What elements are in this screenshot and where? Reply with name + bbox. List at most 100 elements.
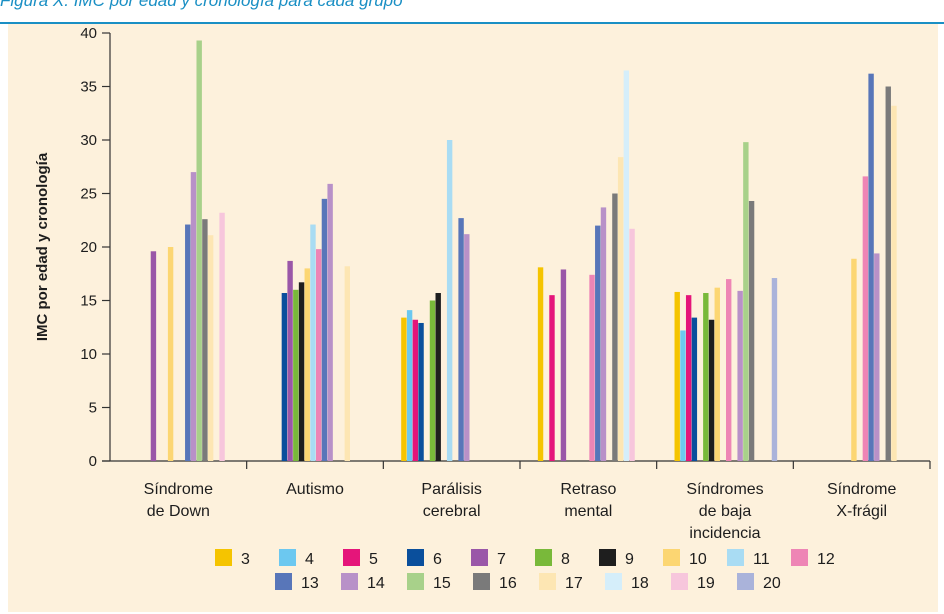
legend-swatch-11 xyxy=(727,549,744,566)
legend-swatch-3 xyxy=(215,549,232,566)
bar-14-cat-0 xyxy=(190,172,197,461)
bar-13-cat-3 xyxy=(595,225,601,461)
bar-19-cat-0 xyxy=(219,212,225,461)
bar-15-cat-0 xyxy=(196,40,202,462)
bar-18-cat-3 xyxy=(623,70,630,461)
legend-label-7: 7 xyxy=(497,551,506,568)
bar-4-cat-4 xyxy=(680,330,686,461)
bar-19-cat-3 xyxy=(629,228,635,461)
legend-label-12: 12 xyxy=(817,551,835,568)
bar-8-cat-2 xyxy=(429,300,436,461)
x-category-label: Síndrome de Down xyxy=(144,481,213,520)
legend-label-6: 6 xyxy=(433,551,442,568)
y-tick-label: 35 xyxy=(80,79,97,96)
bar-14-cat-2 xyxy=(464,234,470,461)
legend-label-13: 13 xyxy=(301,575,319,592)
bar-10-cat-5 xyxy=(851,258,857,461)
y-tick-label: 20 xyxy=(80,239,97,256)
legend-label-10: 10 xyxy=(689,551,707,568)
legend: 3 4 5 6 7 8 9 10 11 12 13 14 15 16 17 18 19 20 xyxy=(215,549,835,592)
bar-3-cat-3 xyxy=(537,267,544,461)
legend-label-19: 19 xyxy=(697,575,715,592)
legend-swatch-12 xyxy=(791,549,808,566)
bar-3-cat-4 xyxy=(674,291,680,461)
legend-label-15: 15 xyxy=(433,575,451,592)
legend-label-16: 16 xyxy=(499,575,517,592)
bar-13-cat-5 xyxy=(868,73,874,461)
legend-swatch-19 xyxy=(671,573,688,590)
bar-16-cat-4 xyxy=(748,200,755,462)
bar-6-cat-4 xyxy=(691,317,698,461)
bar-17-cat-0 xyxy=(207,235,214,461)
bar-14-cat-5 xyxy=(874,253,880,461)
bar-3-cat-2 xyxy=(401,317,407,461)
bar-12-cat-3 xyxy=(589,274,595,461)
legend-label-8: 8 xyxy=(561,551,570,568)
bar-11-cat-2 xyxy=(446,140,453,461)
legend-swatch-6 xyxy=(407,549,424,566)
legend-label-4: 4 xyxy=(305,551,314,568)
bar-8-cat-4 xyxy=(703,293,709,461)
bar-5-cat-3 xyxy=(549,295,555,461)
bar-5-cat-4 xyxy=(685,295,692,461)
chart-panel xyxy=(8,24,938,612)
bar-6-cat-2 xyxy=(418,322,424,461)
bar-16-cat-0 xyxy=(202,219,208,461)
legend-swatch-5 xyxy=(343,549,360,566)
bar-8-cat-1 xyxy=(293,289,299,461)
bar-10-cat-1 xyxy=(304,268,310,461)
y-tick-label: 5 xyxy=(89,400,97,417)
legend-label-3: 3 xyxy=(241,551,250,568)
bar-10-cat-4 xyxy=(714,287,720,461)
caption-rule xyxy=(0,22,944,24)
bar-14-cat-4 xyxy=(737,290,743,461)
bar-10-cat-0 xyxy=(167,247,174,461)
legend-swatch-4 xyxy=(279,549,296,566)
legend-swatch-17 xyxy=(539,573,556,590)
bar-9-cat-1 xyxy=(298,282,305,461)
legend-swatch-16 xyxy=(473,573,490,590)
y-axis-label-group: IMC por edad y cronología xyxy=(34,152,51,341)
legend-swatch-13 xyxy=(275,573,292,590)
bar-15-cat-4 xyxy=(743,142,749,461)
bar-17-cat-1 xyxy=(344,266,350,461)
bar-9-cat-2 xyxy=(435,293,441,461)
bars xyxy=(150,40,897,462)
bar-7-cat-3 xyxy=(560,269,567,461)
x-category-label: Síndrome X-frágil xyxy=(827,481,896,520)
legend-swatch-7 xyxy=(471,549,488,566)
legend-swatch-8 xyxy=(535,549,552,566)
bar-7-cat-1 xyxy=(287,260,293,461)
bar-9-cat-4 xyxy=(708,319,715,461)
bar-14-cat-3 xyxy=(600,207,607,461)
bar-17-cat-3 xyxy=(617,157,624,461)
bar-16-cat-5 xyxy=(885,86,891,461)
bar-12-cat-4 xyxy=(726,279,732,461)
bar-12-cat-1 xyxy=(316,249,322,461)
bar-7-cat-0 xyxy=(150,251,157,461)
legend-label-5: 5 xyxy=(369,551,378,568)
legend-swatch-15 xyxy=(407,573,424,590)
y-tick-label: 40 xyxy=(80,25,97,42)
legend-label-11: 11 xyxy=(753,551,770,568)
bar-6-cat-1 xyxy=(281,293,288,461)
figure-caption: Figura X. IMC por edad y cronología para… xyxy=(0,0,403,10)
bar-5-cat-2 xyxy=(412,319,419,461)
bar-13-cat-0 xyxy=(185,224,191,461)
bar-13-cat-2 xyxy=(458,218,464,461)
x-category-label: Síndromes de baja incidencia xyxy=(686,481,763,542)
legend-label-9: 9 xyxy=(625,551,634,568)
y-axis-label: IMC por edad y cronología xyxy=(34,152,51,341)
y-tick-label: 10 xyxy=(80,346,97,363)
legend-label-20: 20 xyxy=(763,575,781,592)
y-tick-label: 15 xyxy=(80,293,97,310)
y-tick-label: 0 xyxy=(89,453,97,470)
bar-4-cat-2 xyxy=(406,310,413,461)
legend-swatch-20 xyxy=(737,573,754,590)
legend-swatch-9 xyxy=(599,549,616,566)
bar-14-cat-1 xyxy=(327,183,333,461)
y-tick-label: 25 xyxy=(80,186,97,203)
bar-12-cat-5 xyxy=(862,176,869,461)
legend-swatch-10 xyxy=(663,549,680,566)
